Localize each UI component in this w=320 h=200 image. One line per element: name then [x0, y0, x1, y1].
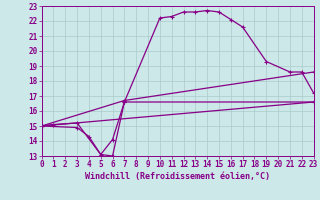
X-axis label: Windchill (Refroidissement éolien,°C): Windchill (Refroidissement éolien,°C) [85, 172, 270, 181]
